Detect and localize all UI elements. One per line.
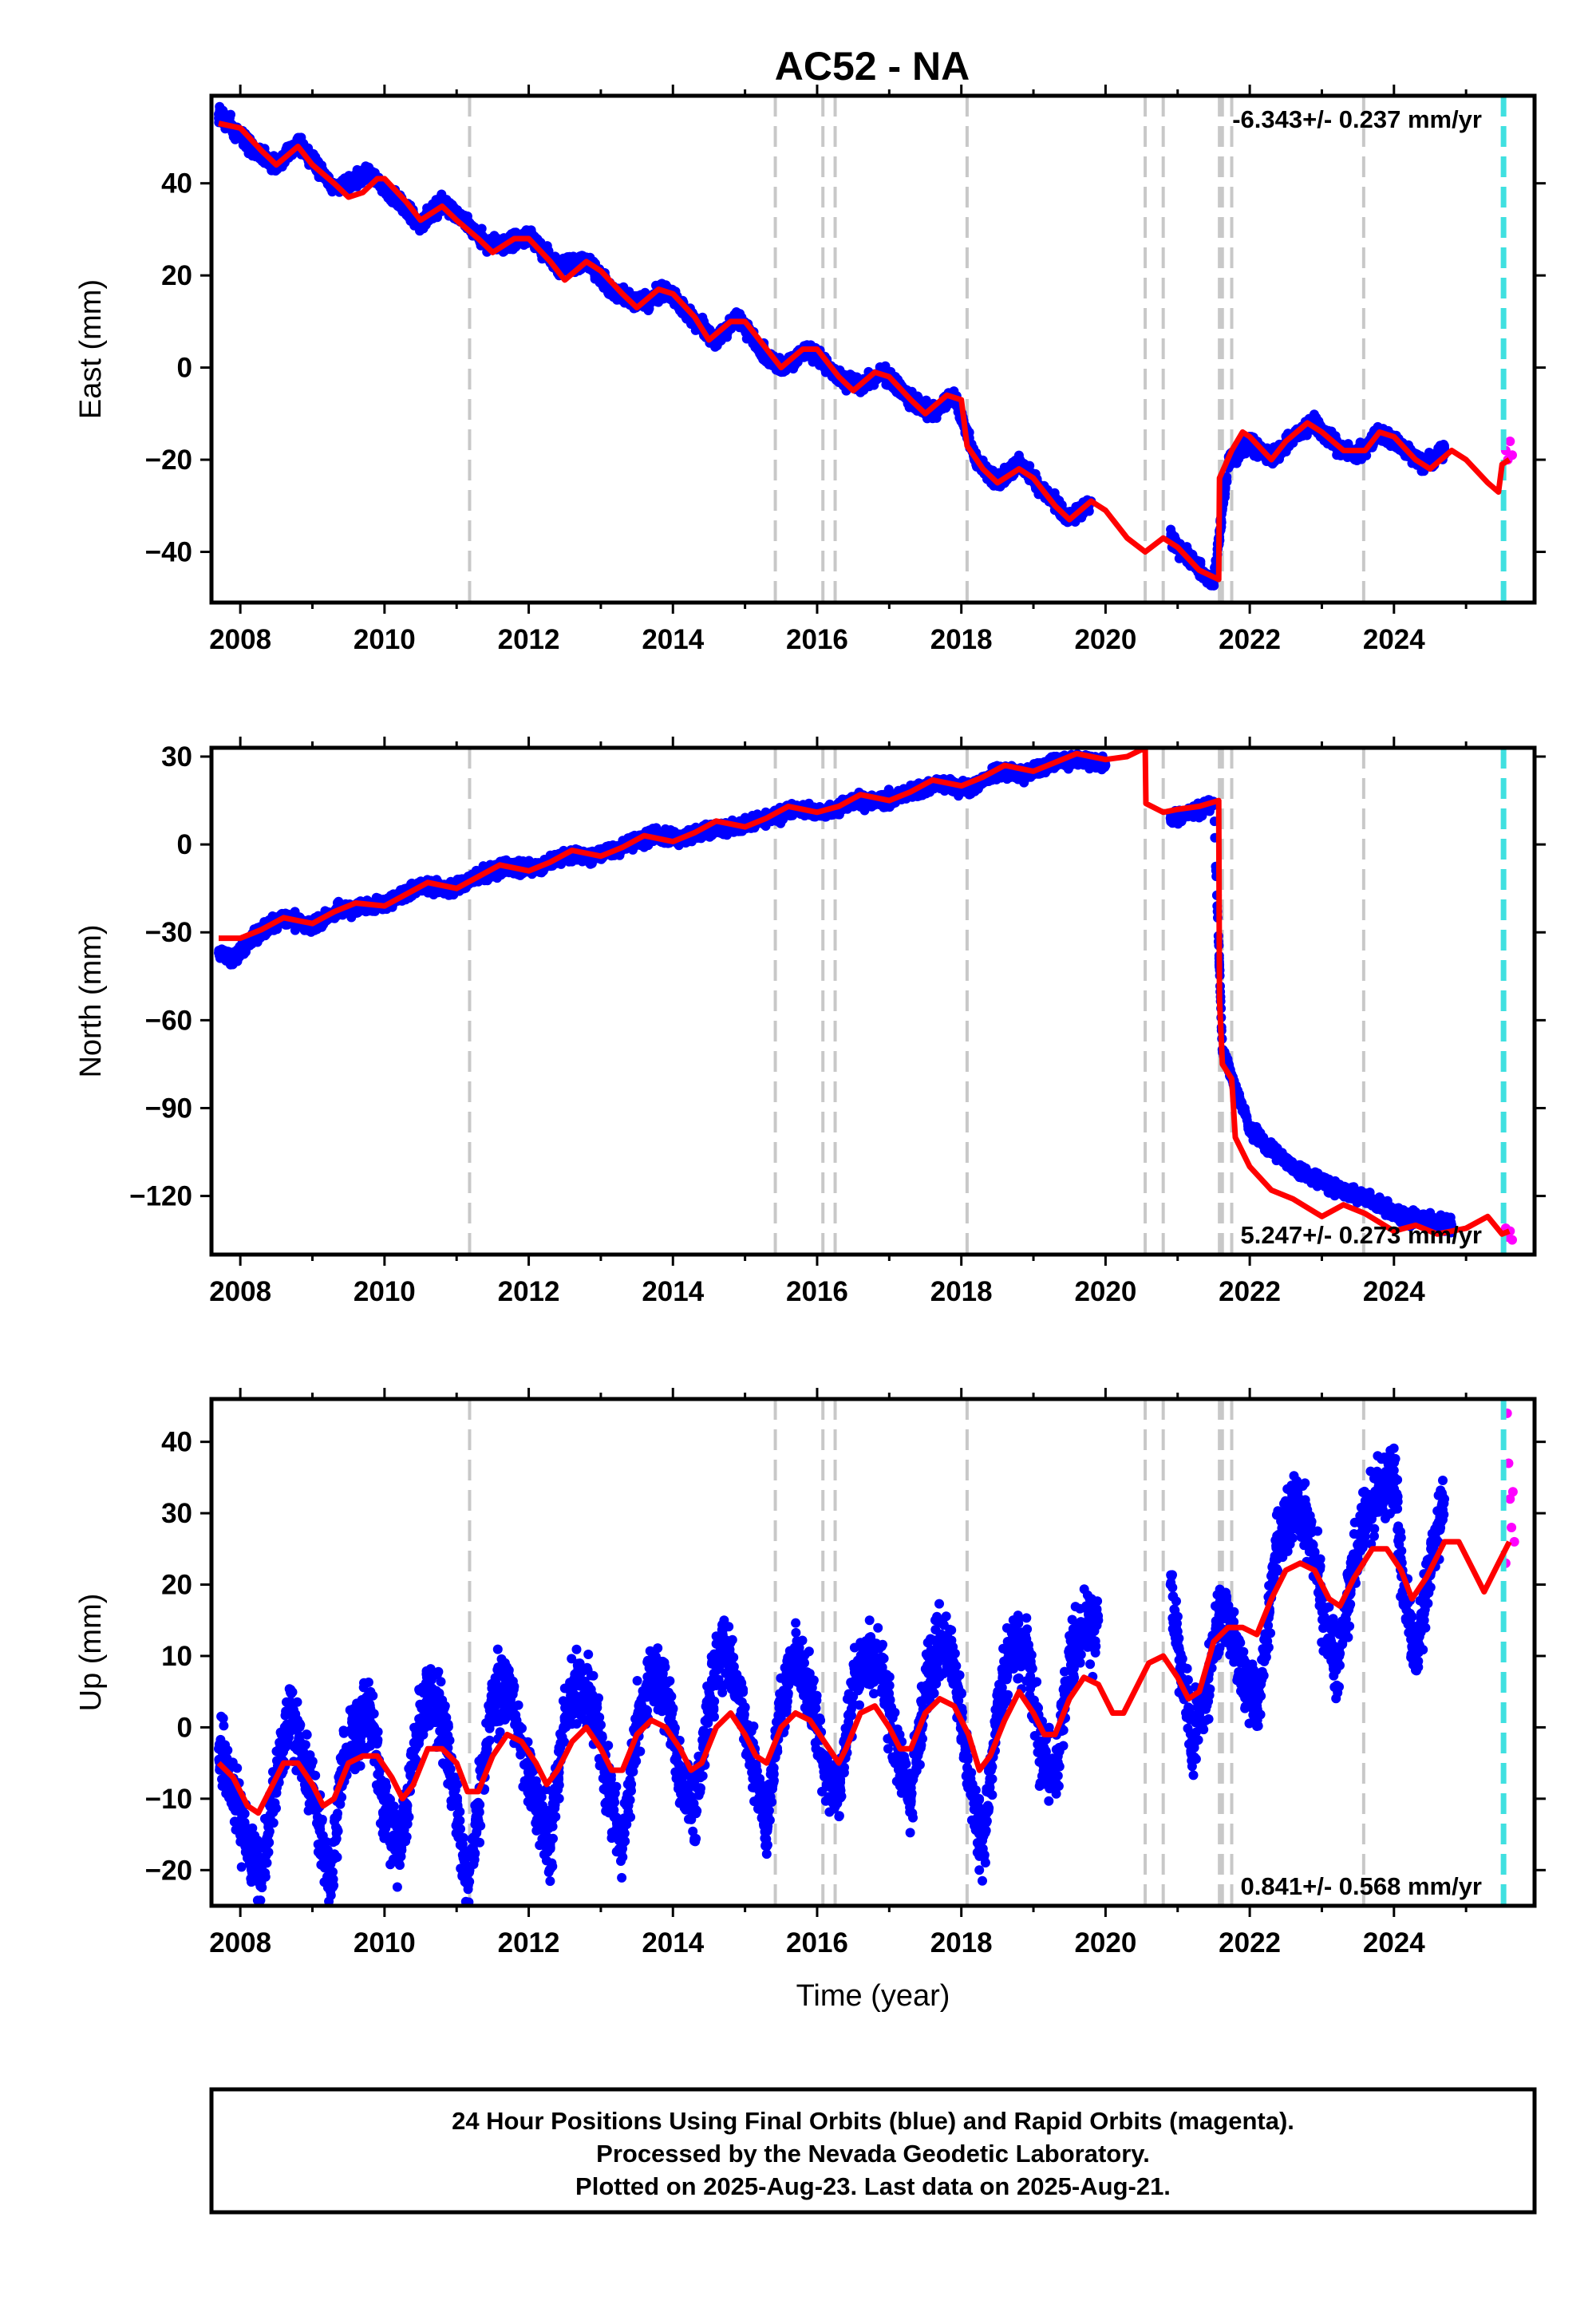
east-final-orbit-point (422, 203, 433, 213)
east-x-tick-label: 2010 (354, 624, 416, 655)
east-final-orbit-point (1013, 459, 1024, 469)
east-final-orbit-point (214, 109, 224, 120)
east-final-orbit-point (814, 358, 824, 368)
east-y-tick-label: 40 (161, 168, 192, 200)
east-final-orbit-point (565, 258, 575, 268)
east-final-orbit-point (365, 169, 375, 180)
east-plot-area (214, 96, 1517, 603)
east-final-orbit-point (741, 327, 751, 338)
east-final-orbit-point (994, 468, 1005, 478)
east-final-orbit-point (1208, 579, 1219, 589)
east-y-tick-label: 0 (177, 353, 192, 384)
east-final-orbit-point (1182, 542, 1192, 552)
east-model-curve (218, 121, 1511, 583)
east-final-orbit-point (940, 402, 950, 413)
east-final-orbit-point (820, 367, 831, 377)
east-final-orbit-point (349, 176, 358, 186)
east-x-tick-label: 2008 (209, 624, 271, 655)
east-final-orbit-point (722, 332, 732, 342)
east-x-tick-label: 2012 (498, 624, 560, 655)
east-x-tick-label: 2014 (642, 624, 704, 655)
east-final-orbit-point (907, 386, 917, 397)
north-plot-area (214, 748, 1517, 1255)
east-panel: 2008 2010 2012 2014 2016 2018 2020 2022 2024 −40 −… (74, 85, 1546, 655)
east-rate-label: -6.343+/- 0.237 mm/yr (1232, 105, 1482, 133)
east-y-axis-label: East (mm) (74, 279, 108, 419)
east-final-orbit-point (1219, 486, 1230, 496)
east-y-tick-label: −40 (145, 537, 192, 568)
east-rapid-orbit-point (1505, 436, 1515, 446)
east-x-tick-label: 2022 (1219, 624, 1281, 655)
east-y-tick-label: 20 (161, 260, 192, 291)
east-x-tick-label: 2016 (786, 624, 848, 655)
figure-title: AC52 - NA (775, 44, 970, 89)
east-rapid-orbit-point (1507, 450, 1517, 460)
east-x-tick-label: 2020 (1074, 624, 1136, 655)
east-x-tick-label: 2018 (930, 624, 993, 655)
east-final-orbit-points (214, 101, 1450, 591)
east-final-orbit-point (437, 196, 448, 207)
east-x-tick-label: 2024 (1363, 624, 1425, 655)
east-final-orbit-point (379, 184, 389, 194)
east-frame (209, 93, 1537, 605)
east-final-orbit-point (416, 219, 426, 230)
east-final-orbit-point (1221, 472, 1231, 483)
east-y-tick-label: −20 (145, 445, 192, 476)
east-final-orbit-point (338, 176, 349, 186)
north-panel: 2008 2010 2012 2014 2016 2018 2020 2022 2024−120… (74, 737, 1546, 1307)
east-final-orbit-point (293, 136, 303, 147)
east-final-orbit-point (282, 141, 292, 152)
